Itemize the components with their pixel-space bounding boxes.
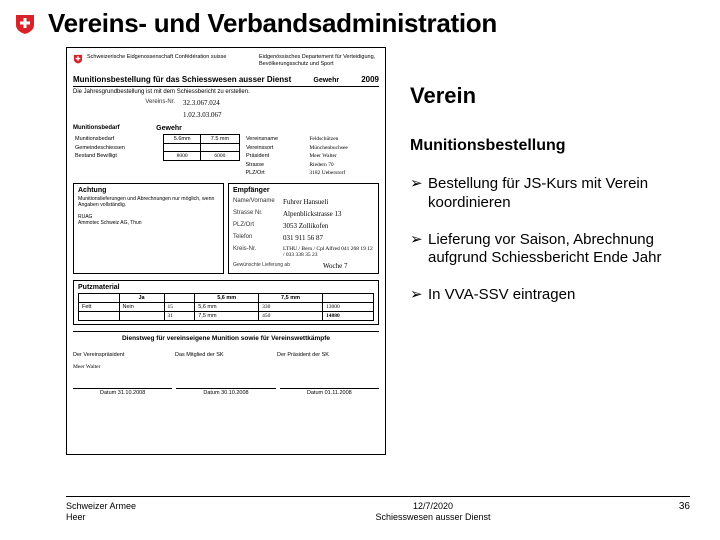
gewehr-table: Munitionsbedarf5.6mm7.5 mmVereinsnameFel… [73, 134, 379, 177]
munition-label: Munitionsbedarf [73, 125, 129, 131]
page-title: Vereins- und Verbandsadministration [48, 8, 497, 39]
gewehr-heading: Gewehr [129, 125, 209, 132]
bullet-item: ➢Bestellung für JS-Kurs mit Verein koord… [410, 175, 700, 213]
putzmaterial-box: Putzmaterial Ja5,6 mm7,5 mm FettNein155,… [73, 280, 379, 325]
signature-row: Der VereinspräsidentMeer Walter Das Mitg… [73, 352, 379, 370]
bullet-item: ➢In VVA-SSV eintragen [410, 286, 700, 305]
footer-center: 12/7/2020 Schiesswesen ausser Dienst [206, 501, 660, 522]
arrow-icon: ➢ [410, 286, 428, 305]
form-title: Munitionsbestellung für das Schiesswesen… [73, 75, 291, 84]
munition-order-form: Schweizerische Eidgenossenschaft Confédé… [66, 47, 386, 455]
arrow-icon: ➢ [410, 175, 428, 213]
weapon-label: Gewehr [313, 77, 339, 84]
arrow-icon: ➢ [410, 231, 428, 269]
id2-value: 1.02.3.03.067 [183, 111, 222, 119]
empf-title: Empfänger [233, 187, 374, 194]
page-number: 36 [660, 501, 690, 522]
empfaenger-box: Empfänger Name/VornameFuhrer Hansueli St… [228, 183, 379, 274]
swiss-shield-icon [73, 54, 83, 64]
bullet-item: ➢Lieferung vor Saison, Abrechnung aufgru… [410, 231, 700, 269]
slide-footer: Schweizer Armee Heer 12/7/2020 Schiesswe… [66, 496, 690, 522]
achtung-box: Achtung Munitionslieferungen und Abrechn… [73, 183, 224, 274]
form-header-right: Eidgenössisches Departement für Verteidi… [259, 54, 379, 67]
form-year: 2009 [361, 75, 379, 84]
dienstweg-line: Dienstweg für vereinseigene Munition sow… [73, 331, 379, 342]
vereins-nr-value: 32.3.067.024 [183, 99, 220, 107]
achtung-body: Munitionslieferungen und Abrechnungen nu… [78, 196, 219, 208]
form-header-left: Schweizerische Eidgenossenschaft Confédé… [87, 54, 259, 61]
right-text-column: Verein Munitionsbestellung ➢Bestellung f… [386, 47, 700, 455]
swiss-shield-icon [14, 13, 36, 35]
achtung-title: Achtung [78, 187, 219, 194]
slide-header: Vereins- und Verbandsadministration [0, 0, 720, 43]
right-heading-1: Verein [410, 83, 700, 109]
form-column: Schweizerische Eidgenossenschaft Confédé… [66, 47, 386, 455]
putz-title: Putzmaterial [78, 284, 374, 291]
vereins-nr-label: Vereins-Nr. [73, 99, 183, 107]
right-heading-2: Munitionsbestellung [410, 137, 700, 155]
form-subtitle: Die Jahresgrundbestellung ist mit dem Sc… [73, 89, 379, 95]
footer-left: Schweizer Armee Heer [66, 501, 206, 522]
